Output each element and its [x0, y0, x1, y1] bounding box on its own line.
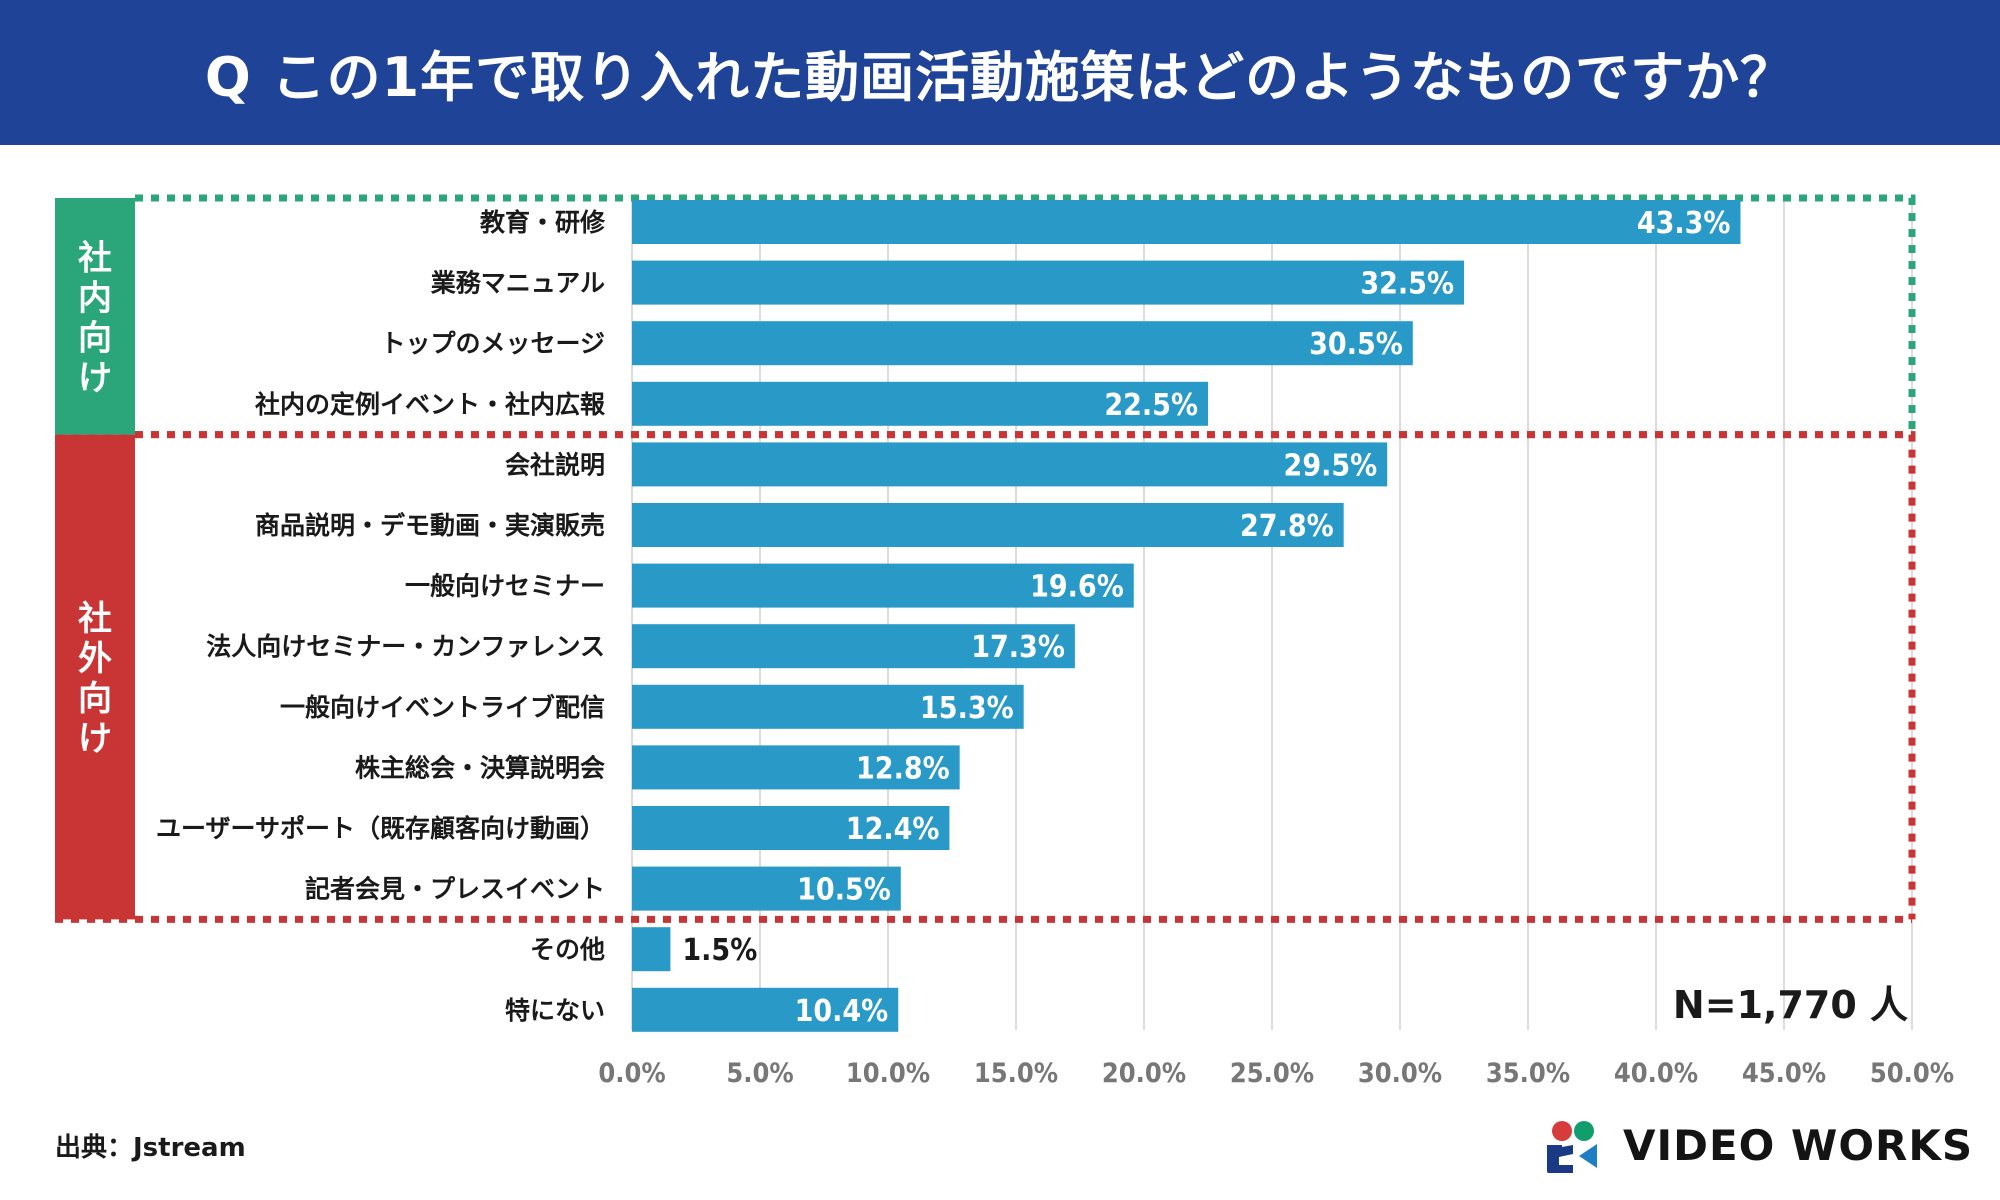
category-label: 社内の定例イベント・社内広報	[255, 390, 606, 419]
value-label: 10.4%	[795, 994, 889, 1029]
x-tick-label: 10.0%	[846, 1058, 930, 1089]
group-label-char: け	[78, 358, 112, 398]
value-label: 17.3%	[971, 630, 1065, 665]
logo-wordmark: VIDEO WORKS	[1623, 1120, 1974, 1170]
value-label: 30.5%	[1309, 327, 1403, 362]
category-label: ユーザーサポート（既存顧客向け動画）	[156, 814, 605, 843]
bar	[632, 624, 1075, 669]
page-title: Q この1年で取り入れた動画活動施策はどのようなものですか？	[204, 46, 1796, 109]
bar	[632, 987, 899, 1032]
logo-red-dot	[1552, 1121, 1572, 1141]
group-label-char: 社	[78, 599, 112, 639]
value-label: 43.3%	[1637, 206, 1731, 241]
bar	[632, 684, 1024, 729]
group-band-internal	[55, 198, 135, 435]
group-box-border	[135, 431, 1916, 920]
category-label: 商品説明・デモ動画・実演販売	[255, 511, 605, 540]
group-label-char: 向	[78, 318, 112, 358]
category-label: 一般向けイベントライブ配信	[280, 693, 605, 722]
category-label: 教育・研修	[480, 208, 606, 237]
category-label: 株主総会・決算説明会	[355, 753, 605, 782]
value-label: 10.5%	[797, 873, 891, 908]
value-label: 22.5%	[1104, 388, 1198, 423]
value-label: 1.5%	[682, 933, 757, 968]
group-label-char: 向	[78, 679, 112, 719]
value-label: 29.5%	[1284, 448, 1378, 483]
x-tick-label: 40.0%	[1614, 1058, 1698, 1089]
category-label: 特にない	[505, 996, 605, 1025]
group-label-char: 内	[78, 278, 112, 318]
category-label: トップのメッセージ	[380, 329, 605, 358]
group-label-char: 外	[78, 639, 112, 679]
category-label: 記者会見・プレスイベント	[305, 875, 605, 904]
group-label-char: け	[78, 719, 112, 759]
bar	[632, 442, 1388, 487]
x-tick-label: 50.0%	[1870, 1058, 1954, 1089]
camera-logo-icon	[1547, 1121, 1597, 1173]
value-label: 12.4%	[846, 812, 940, 847]
header-banner: Q この1年で取り入れた動画活動施策はどのようなものですか？	[0, 0, 2000, 145]
group-band-external	[55, 434, 135, 920]
x-tick-label: 0.0%	[598, 1058, 665, 1089]
bar	[632, 866, 901, 911]
bar	[632, 321, 1413, 366]
source-credit: 出典：Jstream	[55, 1133, 246, 1163]
bar	[632, 927, 671, 972]
x-tick-label: 35.0%	[1486, 1058, 1570, 1089]
category-label: その他	[530, 935, 605, 964]
bar	[632, 745, 960, 790]
value-label: 15.3%	[920, 691, 1014, 726]
value-label: 27.8%	[1240, 509, 1334, 544]
x-tick-label: 25.0%	[1230, 1058, 1314, 1089]
logo-blue-lens	[1579, 1144, 1597, 1168]
category-label: 業務マニュアル	[431, 269, 605, 298]
group-label-char: 社	[78, 238, 112, 278]
category-label: 法人向けセミナー・カンファレンス	[206, 632, 605, 661]
bar	[632, 563, 1134, 608]
value-label: 32.5%	[1360, 267, 1454, 302]
category-label: 一般向けセミナー	[405, 572, 605, 601]
bar	[632, 503, 1344, 547]
category-label: 会社説明	[505, 450, 605, 479]
bar	[632, 806, 950, 850]
logo-navy-body	[1547, 1145, 1573, 1173]
bar	[632, 260, 1464, 305]
sample-size-label: N=1,770 人	[1673, 983, 1908, 1027]
x-tick-label: 45.0%	[1742, 1058, 1826, 1089]
x-tick-label: 30.0%	[1358, 1058, 1442, 1089]
x-tick-label: 15.0%	[974, 1058, 1058, 1089]
value-label: 12.8%	[856, 751, 950, 786]
logo-green-dot	[1574, 1121, 1594, 1141]
x-tick-label: 5.0%	[726, 1058, 793, 1089]
x-tick-label: 20.0%	[1102, 1058, 1186, 1089]
bar	[632, 200, 1741, 244]
value-label: 19.6%	[1030, 570, 1124, 605]
video-works-logo: VIDEO WORKS	[1545, 1115, 1973, 1175]
group-box-border	[135, 194, 1916, 435]
bar	[632, 381, 1208, 426]
